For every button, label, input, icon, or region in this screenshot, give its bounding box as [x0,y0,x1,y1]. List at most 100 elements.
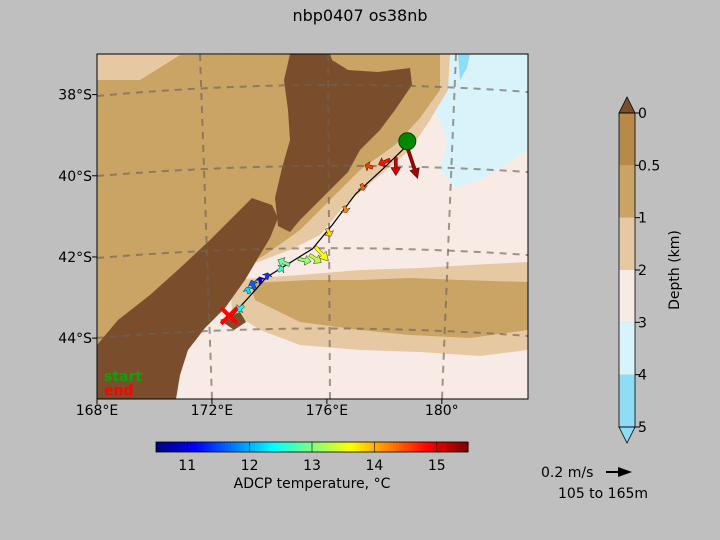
depth-band [619,374,635,427]
legend-start-text: start [104,369,142,385]
grid-lat-42 [97,247,528,259]
temperature-band [174,442,178,452]
depth-tick-label: 0.5 [638,158,660,174]
temperature-band [294,442,298,452]
map-frame [96,53,529,400]
temperature-band [270,442,274,452]
temperature-band [159,442,163,452]
temperature-band [180,442,184,452]
current-vector [254,276,266,284]
depth-colorbar-extend-bottom [618,426,636,444]
temperature-band [282,442,286,452]
current-vector [242,286,254,295]
temperature-band [411,442,415,452]
temperature-band [297,442,301,452]
temperature-band [357,442,361,452]
temperature-band [312,442,316,452]
temperature-colorbar: 11 12 13 14 15 ADCP temperature, °C [155,441,469,492]
temperature-band [219,442,223,452]
temperature-band [276,442,280,452]
temperature-band [171,442,175,452]
temperature-band [396,442,400,452]
temperature-band [462,442,466,452]
depth-band [619,322,635,375]
lon-tick-label: 176°E [306,403,349,419]
temperature-band [204,442,208,452]
current-vector [313,245,329,262]
temperature-band [228,442,232,452]
lat-axis: 38°S 40°S 42°S 44°S [58,88,97,347]
reference-depth-label: 105 to 165m [558,486,648,502]
temperature-band [207,442,211,452]
temperature-band [438,442,442,452]
temperature-band [450,442,454,452]
temperature-band [234,442,238,452]
temperature-band [222,442,226,452]
temperature-band [354,442,358,452]
depth-band [619,113,635,166]
temperature-band [360,442,364,452]
lat-tick-label: 38°S [58,88,92,104]
depth-colorbar-label: Depth (km) [667,230,683,310]
temperature-tick-label: 14 [365,458,383,474]
temperature-band [441,442,445,452]
temperature-band [381,442,385,452]
temperature-band [246,442,250,452]
grid-lon-180 [441,54,457,399]
depth-colorbar: 0 0.5 1 2 3 4 5 Depth (km) [618,96,683,444]
temperature-band [348,442,352,452]
reference-arrow [606,467,632,477]
temperature-band [465,442,469,452]
temperature-band [291,442,295,452]
temperature-band [237,442,241,452]
temperature-band [306,442,310,452]
depth-colorbar-ticks: 0 0.5 1 2 3 4 5 [635,106,660,436]
temperature-band [201,442,205,452]
temperature-band [162,442,166,452]
depth-tick-label: 3 [638,315,647,331]
bathymetry [97,54,528,399]
temperature-band [429,442,433,452]
lon-axis: 168°E 172°E 176°E 180° [76,399,459,419]
depth-colorbar-bands [619,113,635,427]
grid-lat-38 [97,83,528,97]
temperature-band [324,442,328,452]
temperature-band [231,442,235,452]
temperature-band [279,442,283,452]
temperature-band [309,442,313,452]
graticule [97,54,528,399]
current-vector [277,257,291,268]
temperature-band [252,442,256,452]
current-vector [276,264,285,274]
temperature-band [384,442,388,452]
temperature-band [402,442,406,452]
temperature-colorbar-ticks: 11 12 13 14 15 [178,442,446,474]
current-vector [297,255,312,266]
temperature-band [213,442,217,452]
land-north-island [275,54,412,232]
depth-tick-label: 4 [638,368,647,384]
temperature-band [375,442,379,452]
temperature-band [273,442,277,452]
temperature-band [420,442,424,452]
temperature-band [183,442,187,452]
temperature-tick-label: 11 [178,458,196,474]
temperature-band [243,442,247,452]
lat-tick-label: 44°S [58,331,92,347]
temperature-band [444,442,448,452]
current-vector [247,280,259,291]
temperature-tick-label: 15 [428,458,446,474]
temperature-band [165,442,169,452]
temperature-band [318,442,322,452]
grid-lon-172 [199,54,213,399]
start-marker [398,132,417,151]
temperature-band [432,442,436,452]
temperature-band [366,442,370,452]
temperature-band [156,442,160,452]
lon-tick-label: 168°E [76,403,119,419]
land-south-island [97,198,278,399]
chart-title: nbp0407 os38nb [292,6,427,25]
legend-end-text: end [104,383,133,399]
current-vector [308,253,322,264]
depth-band [619,270,635,323]
